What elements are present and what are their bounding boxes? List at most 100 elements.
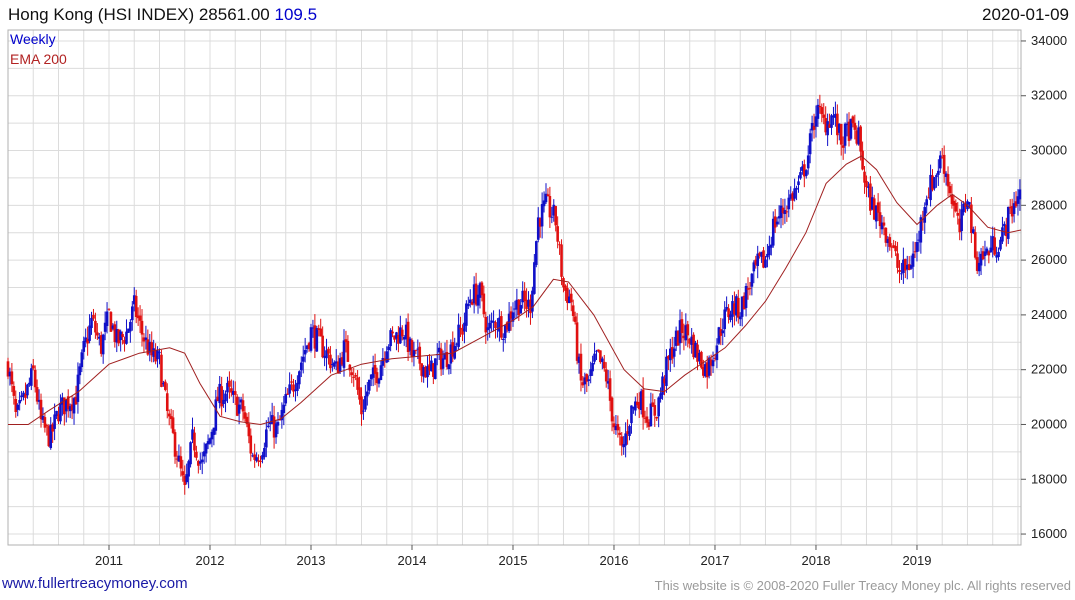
candle-body	[41, 416, 45, 420]
website-link[interactable]: www.fullertreacymoney.com	[2, 575, 188, 592]
candle-body	[830, 115, 833, 128]
candle-body	[591, 362, 594, 372]
candle-body	[808, 133, 812, 155]
candle-body	[391, 331, 394, 334]
candle-body	[647, 422, 651, 427]
candle-body	[857, 127, 861, 145]
candle-body	[552, 204, 556, 216]
candle-body	[162, 383, 165, 385]
candle-body	[696, 344, 699, 362]
candle-body	[183, 476, 187, 485]
candle-body	[892, 245, 895, 248]
candle-body	[837, 123, 841, 133]
candle-body	[874, 205, 878, 222]
candle-body	[468, 299, 472, 304]
candle-body	[393, 335, 396, 340]
candle-body	[410, 340, 414, 358]
candle-body	[315, 328, 319, 352]
candle-body	[970, 204, 973, 234]
candle-body	[841, 145, 845, 148]
candle-body	[286, 393, 289, 395]
candle-body	[86, 338, 89, 344]
grid-layer	[8, 30, 1021, 545]
candle-body	[216, 396, 220, 402]
candle-body	[64, 399, 68, 412]
candle-body	[853, 122, 857, 130]
candle-body	[740, 296, 744, 317]
candle-body	[84, 337, 87, 343]
candle-body	[433, 358, 437, 379]
candle-body	[632, 407, 635, 409]
y-tick-label: 22000	[1031, 362, 1067, 377]
candle-body	[1014, 201, 1018, 207]
candle-body	[387, 346, 390, 351]
candle-body	[544, 193, 548, 203]
candle-body	[412, 350, 416, 357]
candle-body	[832, 115, 835, 118]
candle-body	[641, 389, 645, 418]
y-tick-label: 24000	[1031, 307, 1067, 322]
y-tick-label: 28000	[1031, 197, 1067, 212]
candle-body	[676, 331, 680, 346]
candle-body	[597, 349, 600, 352]
candle-body	[536, 217, 540, 240]
candle-body	[461, 328, 464, 335]
candle-body	[812, 125, 816, 130]
candle-body	[420, 363, 423, 376]
candle-body	[430, 360, 433, 372]
y-tick-label: 26000	[1031, 252, 1067, 267]
candle-body	[426, 366, 429, 378]
candle-body	[688, 338, 692, 344]
candle-body	[602, 361, 606, 369]
candle-body	[975, 257, 979, 271]
candle-body	[338, 358, 342, 372]
candle-body	[505, 322, 509, 330]
candle-body	[447, 364, 451, 370]
candle-body	[239, 399, 243, 403]
candle-body	[915, 242, 919, 252]
candle-body	[284, 394, 288, 404]
candle-body	[948, 186, 952, 194]
candle-body	[628, 426, 631, 437]
candle-body	[356, 377, 359, 390]
candle-body	[414, 349, 418, 351]
candle-body	[927, 197, 930, 199]
candle-body	[492, 321, 495, 323]
candle-body	[818, 105, 822, 108]
candle-body	[167, 413, 171, 417]
candle-body	[6, 361, 10, 377]
candle-body	[12, 386, 16, 396]
candle-body	[325, 350, 328, 359]
candle-body	[249, 435, 253, 454]
candle-body	[723, 309, 726, 330]
candle-body	[472, 284, 476, 304]
candle-body	[76, 374, 80, 402]
legend-weekly: Weekly	[10, 31, 56, 47]
candle-body	[601, 358, 604, 362]
candle-body	[150, 342, 154, 356]
candle-body	[614, 425, 618, 431]
candle-body	[307, 343, 311, 349]
candle-body	[942, 154, 946, 174]
candle-body	[770, 244, 773, 248]
candle-body	[373, 364, 377, 374]
candle-body	[791, 193, 794, 201]
candle-body	[579, 353, 583, 381]
candle-body	[134, 295, 138, 318]
candle-body	[577, 356, 581, 363]
candle-body	[99, 335, 103, 354]
candle-body	[408, 338, 412, 351]
candle-body	[725, 306, 728, 310]
candle-body	[898, 269, 901, 273]
candle-body	[247, 423, 251, 437]
candle-body	[655, 416, 659, 419]
candle-body	[738, 316, 742, 320]
y-tick-label: 30000	[1031, 143, 1067, 158]
candle-body	[707, 357, 711, 376]
candle-body	[156, 350, 159, 360]
candle-body	[119, 331, 122, 341]
candle-body	[991, 236, 995, 251]
candle-body	[517, 299, 521, 316]
candle-body	[775, 221, 779, 225]
